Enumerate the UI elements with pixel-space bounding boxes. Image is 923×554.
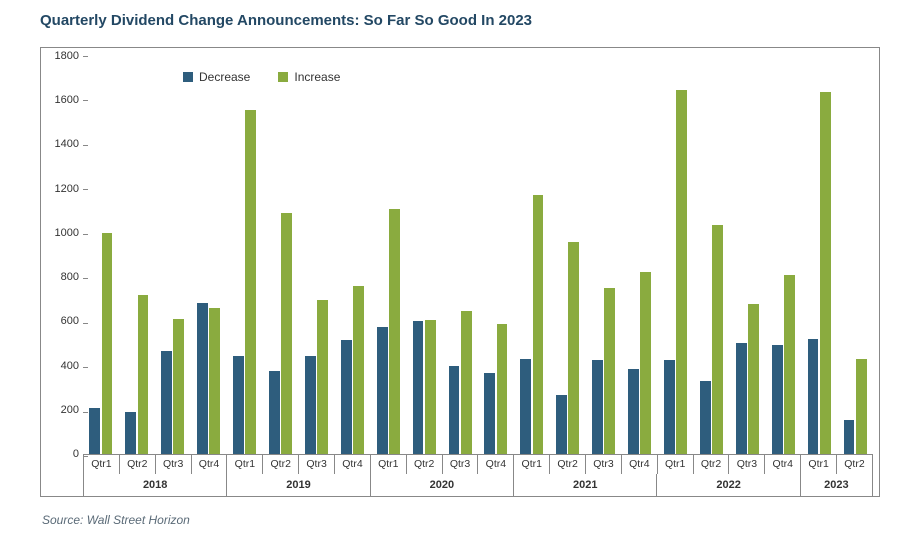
bar-increase <box>856 359 867 454</box>
bar-decrease <box>628 369 639 454</box>
x-tick-quarter: Qtr3 <box>442 454 478 474</box>
bar-decrease <box>125 412 136 454</box>
legend-label-decrease: Decrease <box>199 70 250 84</box>
x-tick-quarter: Qtr4 <box>191 454 227 474</box>
legend-label-increase: Increase <box>294 70 340 84</box>
x-tick-year: 2018 <box>83 474 226 496</box>
x-tick-year: 2023 <box>800 474 873 496</box>
x-tick-quarter: Qtr1 <box>657 454 693 474</box>
legend-item-increase: Increase <box>278 70 340 84</box>
bar-decrease <box>341 340 352 454</box>
bar-increase <box>820 92 831 454</box>
bars-container <box>83 56 873 454</box>
bar-increase <box>173 319 184 454</box>
bar-increase <box>640 272 651 454</box>
x-tick-quarter: Qtr1 <box>83 454 119 474</box>
y-tick-label: 1400 <box>55 138 79 150</box>
chart-title: Quarterly Dividend Change Announcements:… <box>40 12 883 29</box>
x-tick-quarter: Qtr4 <box>477 454 513 474</box>
legend: Decrease Increase <box>183 70 340 84</box>
y-tick-label: 1200 <box>55 183 79 195</box>
bar-decrease <box>520 359 531 454</box>
bar-decrease <box>808 339 819 454</box>
bar-decrease <box>700 381 711 454</box>
x-tick-year: 2022 <box>656 474 799 496</box>
bar-increase <box>604 288 615 454</box>
plot-area: Decrease Increase <box>83 56 873 454</box>
x-tick-quarter: Qtr2 <box>262 454 298 474</box>
legend-item-decrease: Decrease <box>183 70 250 84</box>
bar-increase <box>425 320 436 454</box>
bar-decrease <box>844 420 855 454</box>
bar-increase <box>568 242 579 454</box>
bar-decrease <box>233 356 244 454</box>
x-tick-year: 2019 <box>226 474 369 496</box>
x-tick-quarter: Qtr3 <box>298 454 334 474</box>
y-tick-label: 400 <box>61 360 79 372</box>
y-tick-label: 200 <box>61 404 79 416</box>
bar-increase <box>533 195 544 454</box>
x-tick-quarter: Qtr4 <box>764 454 800 474</box>
bar-increase <box>461 311 472 454</box>
x-tick-quarter: Qtr1 <box>800 454 836 474</box>
y-axis: 020040060080010001200140016001800 <box>41 56 83 454</box>
x-tick-quarter: Qtr2 <box>406 454 442 474</box>
bar-increase <box>676 90 687 454</box>
bar-increase <box>784 275 795 454</box>
bar-increase <box>748 304 759 454</box>
x-tick-year: 2021 <box>513 474 656 496</box>
x-tick-quarter: Qtr2 <box>836 454 873 474</box>
bar-increase <box>245 110 256 454</box>
x-tick-quarter: Qtr3 <box>728 454 764 474</box>
y-tick-label: 1800 <box>55 50 79 62</box>
x-tick-quarter: Qtr2 <box>119 454 155 474</box>
bar-increase <box>317 300 328 454</box>
bar-increase <box>138 295 149 454</box>
x-tick-quarter: Qtr3 <box>585 454 621 474</box>
x-tick-quarter: Qtr1 <box>370 454 406 474</box>
bar-decrease <box>484 373 495 454</box>
bar-decrease <box>736 343 747 454</box>
bar-decrease <box>377 327 388 454</box>
bar-increase <box>102 233 113 454</box>
x-axis: Qtr1Qtr2Qtr3Qtr4Qtr1Qtr2Qtr3Qtr4Qtr1Qtr2… <box>83 454 873 496</box>
bar-increase <box>281 213 292 454</box>
bar-increase <box>353 286 364 454</box>
chart-source: Source: Wall Street Horizon <box>42 513 883 527</box>
y-tick-label: 0 <box>73 448 79 460</box>
y-tick-label: 800 <box>61 271 79 283</box>
bar-decrease <box>664 360 675 454</box>
bar-increase <box>712 225 723 454</box>
bar-increase <box>389 209 400 454</box>
bar-decrease <box>89 408 100 454</box>
x-tick-quarter: Qtr4 <box>334 454 370 474</box>
y-tick-label: 1600 <box>55 94 79 106</box>
x-tick-quarter: Qtr4 <box>621 454 657 474</box>
bar-decrease <box>197 303 208 454</box>
legend-swatch-decrease <box>183 72 193 82</box>
chart-area: 0 200 400 600 800 1000 1200 1400 1600 1800 Decrea… <box>40 47 880 497</box>
bar-decrease <box>592 360 603 454</box>
legend-swatch-increase <box>278 72 288 82</box>
bar-decrease <box>413 321 424 454</box>
bar-decrease <box>556 395 567 454</box>
x-tick-quarter: Qtr1 <box>226 454 262 474</box>
bar-increase <box>497 324 508 454</box>
x-tick-quarter: Qtr2 <box>549 454 585 474</box>
x-tick-quarter: Qtr3 <box>155 454 191 474</box>
y-tick-label: 1000 <box>55 227 79 239</box>
bar-decrease <box>305 356 316 454</box>
bar-decrease <box>772 345 783 454</box>
x-tick-quarter: Qtr2 <box>693 454 729 474</box>
y-tick-label: 600 <box>61 315 79 327</box>
bar-increase <box>209 308 220 454</box>
bar-decrease <box>161 351 172 454</box>
bar-decrease <box>449 366 460 454</box>
bar-decrease <box>269 371 280 454</box>
x-tick-quarter: Qtr1 <box>513 454 549 474</box>
x-tick-year: 2020 <box>370 474 513 496</box>
